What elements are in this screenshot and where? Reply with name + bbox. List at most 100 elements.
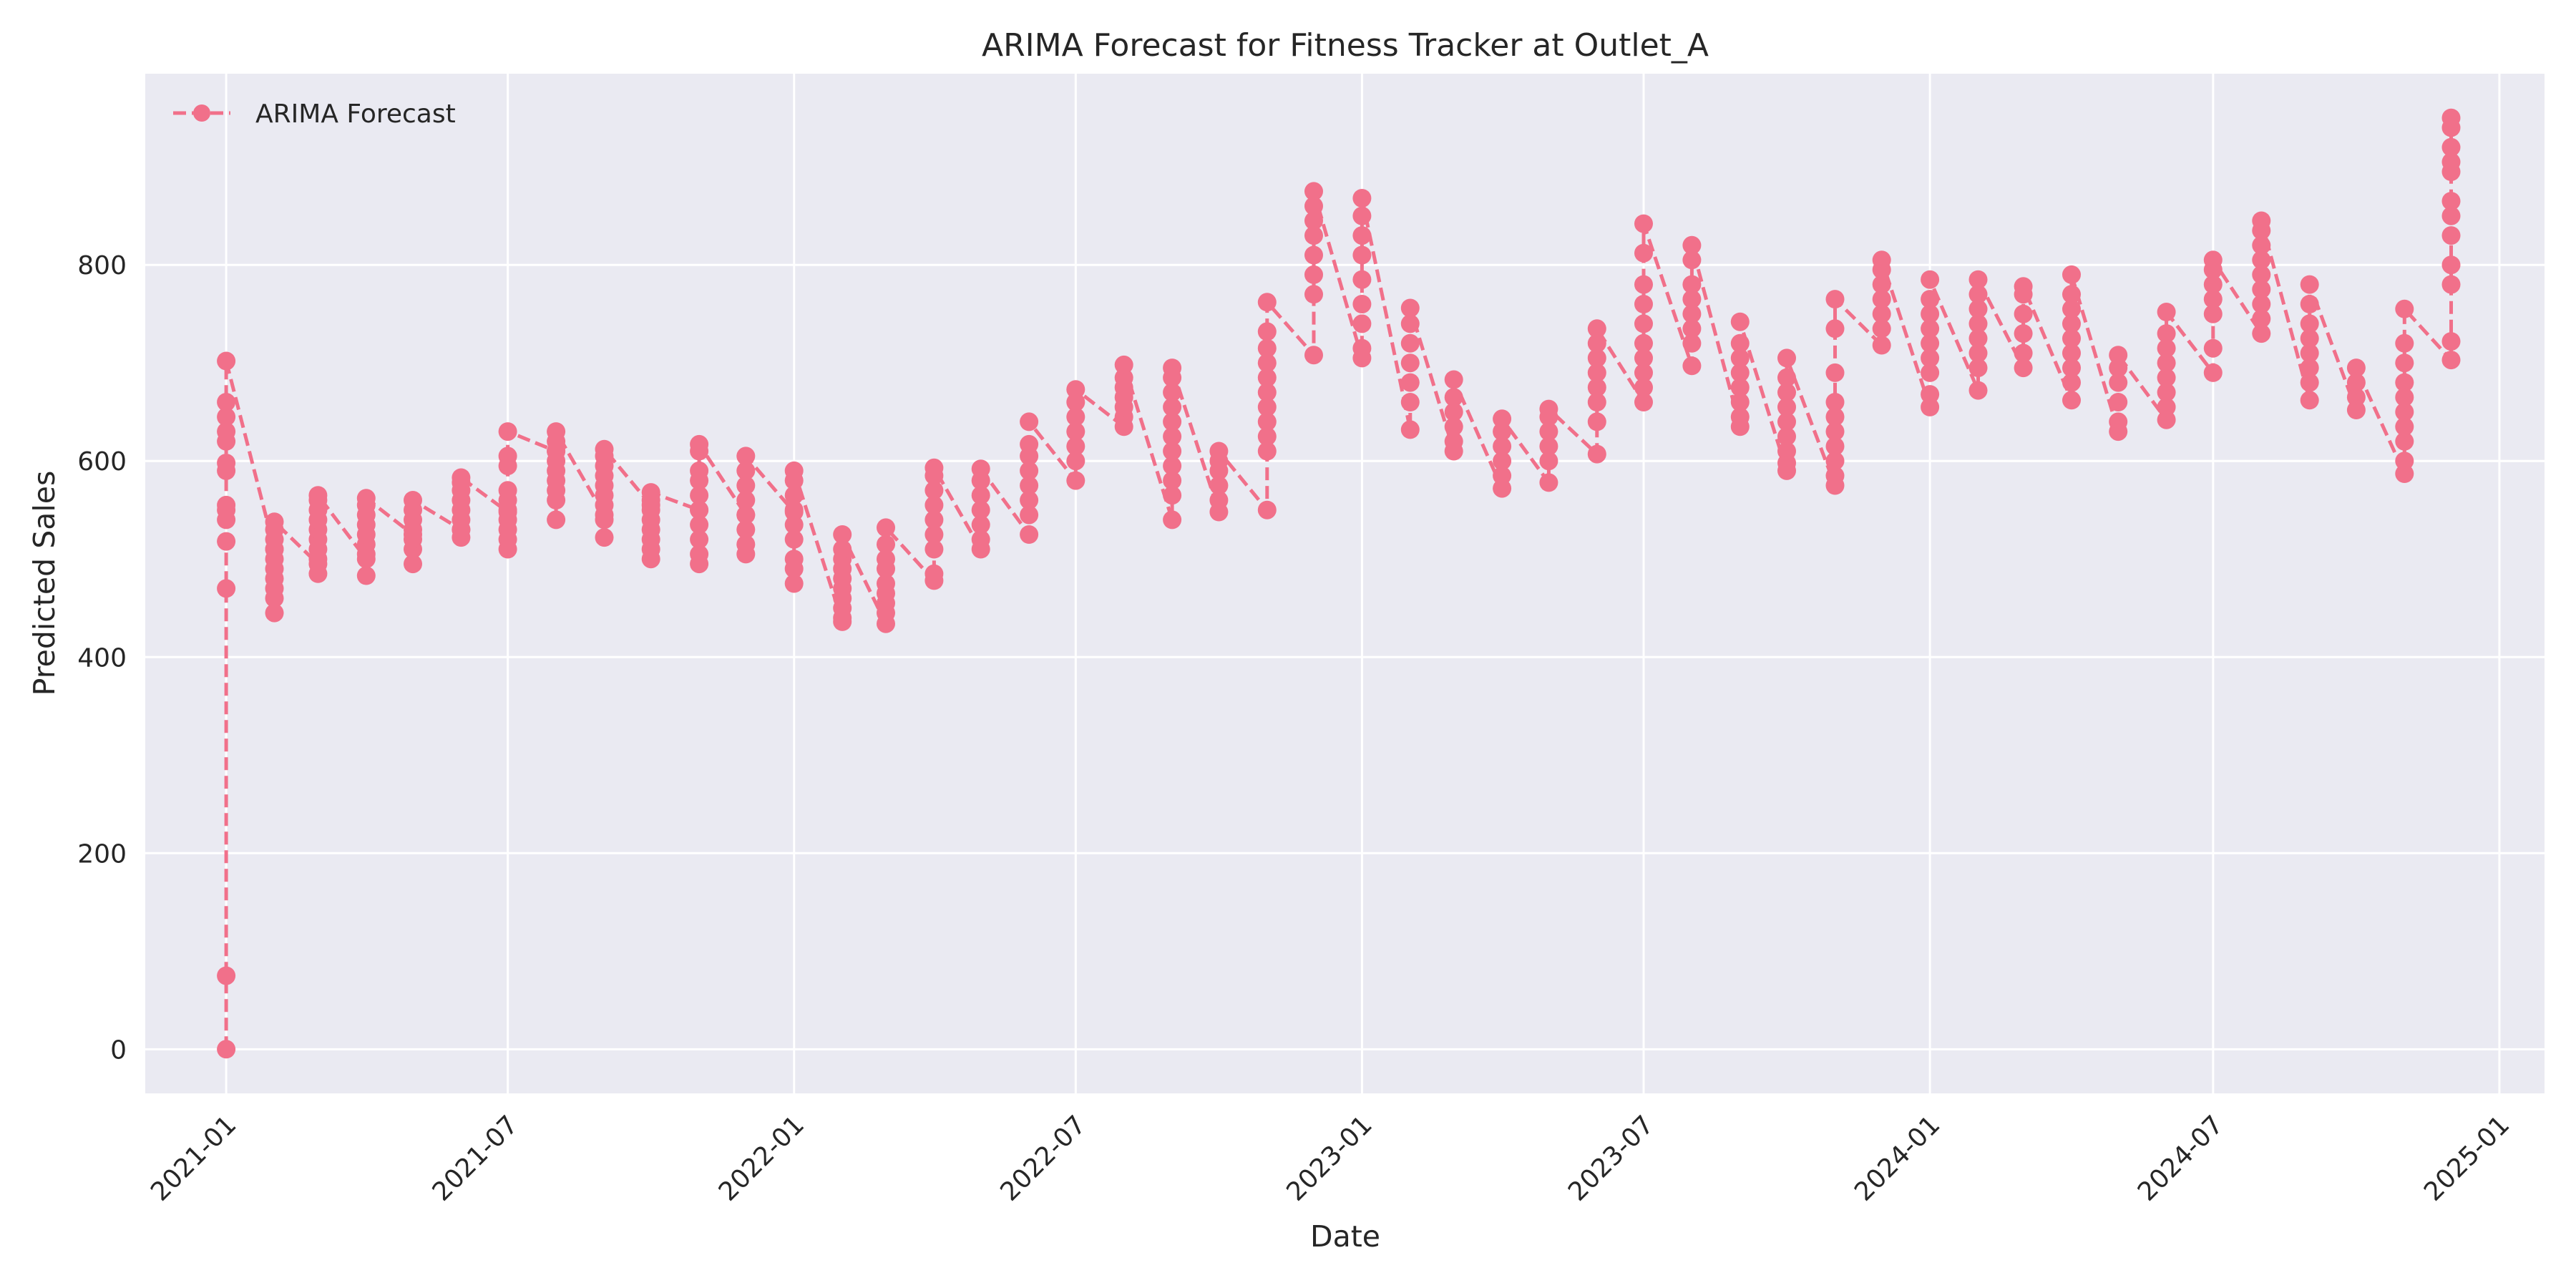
data-point: [217, 1040, 236, 1059]
data-point: [1163, 510, 1182, 530]
data-point: [1682, 290, 1702, 309]
data-point: [1163, 427, 1182, 446]
legend-entry-label: ARIMA Forecast: [255, 99, 456, 129]
data-point: [2203, 250, 2223, 270]
data-point: [1587, 378, 1606, 397]
data-point: [1968, 329, 1988, 348]
data-point: [1493, 479, 1512, 498]
data-point: [2203, 338, 2223, 358]
data-point: [1777, 427, 1796, 446]
data-point: [217, 495, 236, 514]
data-point: [1921, 290, 1940, 309]
y-axis-label: Predicted Sales: [27, 471, 62, 696]
data-point: [1352, 245, 1372, 265]
data-point: [1587, 393, 1606, 411]
data-point: [1825, 393, 1845, 411]
data-point: [404, 491, 422, 509]
data-point: [1539, 399, 1558, 419]
data-point: [1304, 226, 1323, 245]
data-point: [2395, 333, 2414, 353]
data-point: [1587, 333, 1606, 353]
data-point: [1020, 505, 1039, 525]
data-point: [1825, 290, 1845, 309]
data-point: [1968, 270, 1988, 289]
data-point: [971, 459, 990, 479]
data-point: [308, 564, 328, 583]
data-point: [2252, 250, 2271, 270]
data-point: [1921, 348, 1940, 368]
data-point: [1257, 500, 1277, 519]
data-point: [2441, 351, 2461, 370]
data-point: [2109, 358, 2128, 378]
data-point: [595, 510, 614, 530]
data-point: [1020, 434, 1039, 454]
data-point: [1163, 486, 1182, 505]
data-point: [1968, 358, 1988, 378]
data-point: [2395, 353, 2414, 373]
data-point: [404, 555, 422, 574]
data-point: [2395, 452, 2414, 471]
data-point: [2441, 108, 2461, 127]
data-point: [1921, 319, 1940, 338]
y-tick-label: 0: [110, 1035, 127, 1065]
data-point: [784, 530, 804, 549]
data-point: [2157, 368, 2176, 387]
data-point: [217, 966, 236, 985]
data-point: [2252, 324, 2271, 343]
data-point: [2441, 192, 2461, 211]
data-point: [2395, 417, 2414, 436]
data-point: [736, 491, 756, 509]
data-point: [2252, 235, 2271, 255]
data-point: [1539, 436, 1558, 456]
data-point: [1304, 245, 1323, 265]
data-point: [1257, 322, 1277, 341]
chart-title: ARIMA Forecast for Fitness Tracker at Ou…: [982, 27, 1709, 64]
data-point: [217, 532, 236, 551]
data-point: [1730, 348, 1750, 368]
data-point: [1257, 293, 1277, 312]
data-point: [1304, 211, 1323, 230]
data-point: [2203, 304, 2223, 323]
data-point: [1921, 304, 1940, 323]
data-point: [1872, 304, 1891, 323]
data-point: [1400, 393, 1420, 411]
data-point: [217, 407, 236, 426]
data-point: [1968, 285, 1988, 304]
data-point: [690, 515, 709, 535]
y-tick-label: 600: [77, 447, 127, 477]
data-point: [217, 422, 236, 441]
data-point: [1304, 197, 1323, 215]
data-point: [877, 518, 895, 537]
data-point: [2062, 391, 2081, 410]
data-point: [217, 393, 236, 411]
data-point: [1634, 363, 1653, 382]
data-point: [736, 520, 756, 540]
data-point: [1634, 314, 1653, 333]
data-point: [1352, 206, 1372, 225]
data-point: [2157, 410, 2176, 429]
data-point: [1493, 452, 1512, 471]
data-point: [1257, 441, 1277, 461]
data-point: [1825, 319, 1845, 338]
data-point: [2062, 373, 2081, 392]
data-point: [784, 574, 804, 593]
data-point: [1352, 226, 1372, 245]
data-point: [784, 461, 804, 480]
y-tick-label: 800: [77, 251, 127, 280]
data-point: [690, 461, 709, 480]
data-point: [1444, 431, 1463, 451]
data-point: [1209, 491, 1229, 509]
data-point: [498, 447, 517, 466]
data-point: [1539, 422, 1558, 441]
data-point: [833, 540, 852, 559]
data-point: [547, 510, 566, 530]
data-point: [1634, 378, 1653, 397]
data-point: [1587, 412, 1606, 431]
data-point: [877, 550, 895, 569]
data-point: [217, 351, 236, 371]
data-point: [2300, 391, 2319, 410]
data-point: [2062, 358, 2081, 378]
data-point: [2252, 211, 2271, 230]
data-point: [971, 515, 990, 535]
data-point: [2157, 324, 2176, 343]
